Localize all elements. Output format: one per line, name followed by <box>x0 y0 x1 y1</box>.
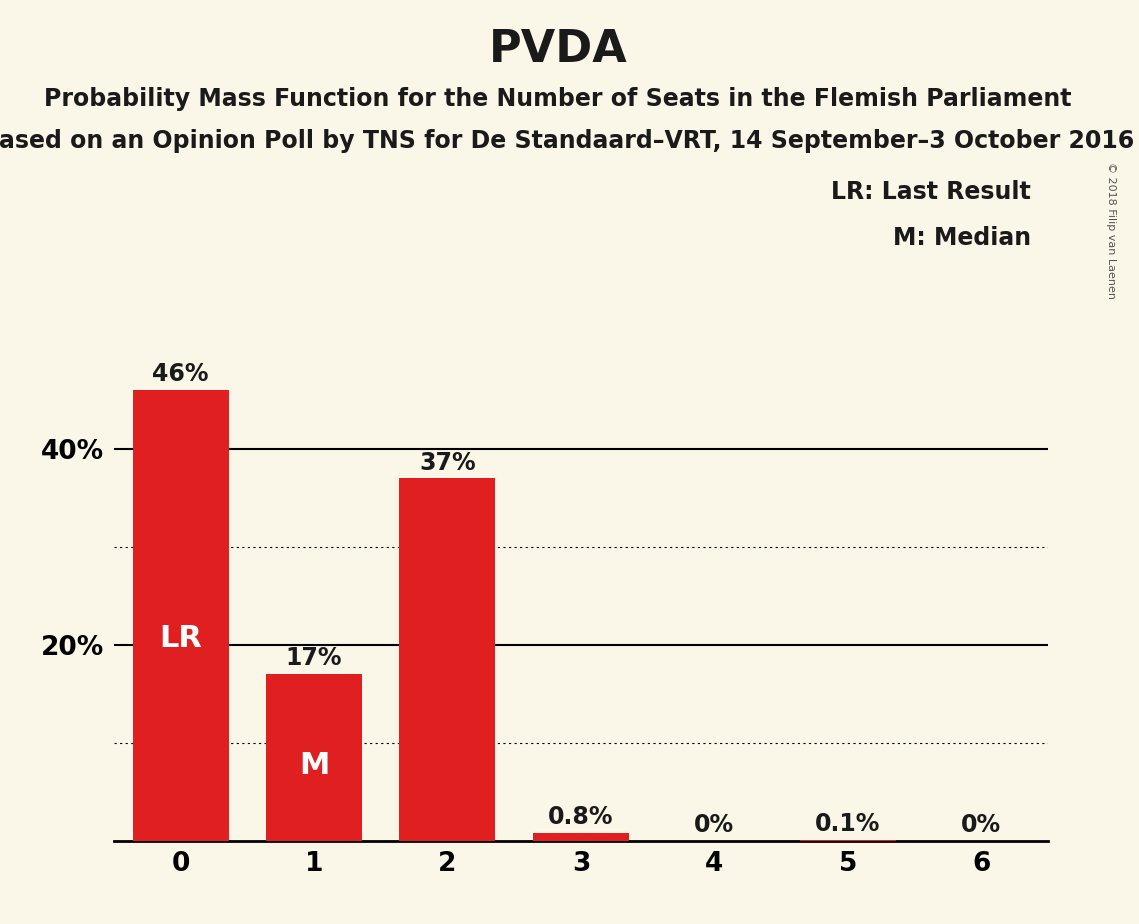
Bar <box>800 840 895 841</box>
Text: Probability Mass Function for the Number of Seats in the Flemish Parliament: Probability Mass Function for the Number… <box>44 87 1072 111</box>
Bar <box>132 390 229 841</box>
Text: 46%: 46% <box>153 362 208 386</box>
Text: 17%: 17% <box>286 647 343 671</box>
Bar <box>533 833 629 841</box>
Text: © 2018 Filip van Laenen: © 2018 Filip van Laenen <box>1106 163 1115 299</box>
Text: 0.1%: 0.1% <box>816 812 880 836</box>
Text: Based on an Opinion Poll by TNS for De Standaard–VRT, 14 September–3 October 201: Based on an Opinion Poll by TNS for De S… <box>0 129 1134 153</box>
Text: 0%: 0% <box>961 813 1001 837</box>
Text: 0%: 0% <box>695 813 735 837</box>
Text: PVDA: PVDA <box>489 28 628 71</box>
Bar <box>400 479 495 841</box>
Text: 37%: 37% <box>419 451 476 475</box>
Text: M: M <box>298 751 329 781</box>
Text: LR: Last Result: LR: Last Result <box>831 180 1031 204</box>
Text: 0.8%: 0.8% <box>548 805 614 829</box>
Text: LR: LR <box>159 624 202 652</box>
Bar <box>267 675 362 841</box>
Text: M: Median: M: Median <box>893 226 1031 250</box>
